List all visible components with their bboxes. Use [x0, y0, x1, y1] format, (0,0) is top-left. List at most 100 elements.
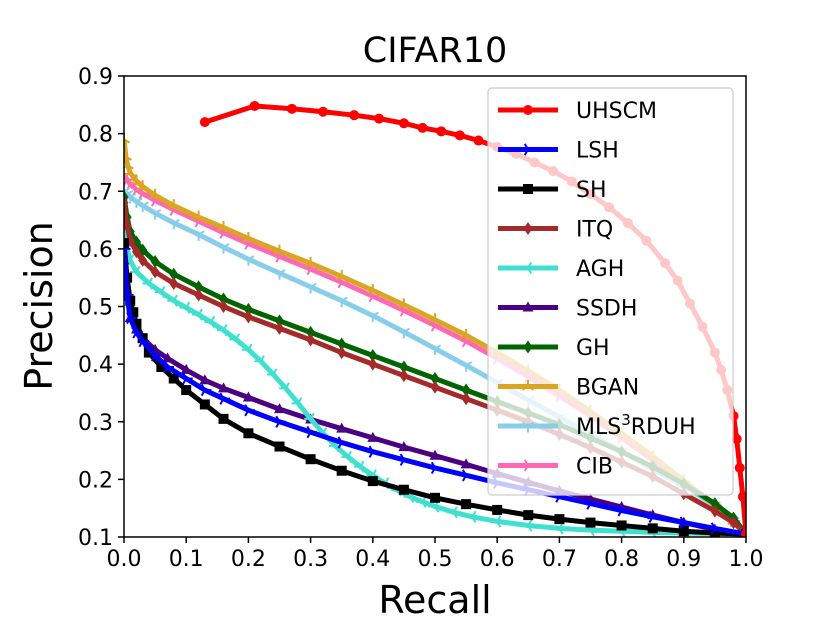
- data-point-sh: [492, 504, 503, 515]
- data-point-mls3rduh: [428, 344, 442, 356]
- data-point-bgan: [304, 256, 317, 268]
- data-point-ssdh: [162, 352, 174, 363]
- data-point-uhscm: [436, 126, 447, 137]
- data-point-mls3rduh: [335, 296, 348, 308]
- legend-label-cib: CIB: [576, 455, 613, 480]
- data-point-uhscm: [349, 110, 360, 121]
- data-point-itq: [430, 380, 440, 394]
- data-point-agh: [154, 285, 166, 299]
- legend-marker-uhscm: [523, 105, 533, 115]
- data-point-bgan: [192, 210, 205, 222]
- data-point-lsh: [368, 445, 380, 458]
- data-point-agh: [279, 382, 290, 395]
- data-point-ssdh: [336, 422, 348, 433]
- legend-label-sh: SH: [576, 178, 607, 203]
- x-tick-label: 0.0: [107, 547, 142, 572]
- y-tick-label: 0.3: [78, 411, 113, 436]
- data-point-bgan: [124, 150, 132, 161]
- data-point-itq: [306, 333, 316, 347]
- data-point-sh: [181, 385, 192, 396]
- data-point-bgan: [366, 283, 379, 295]
- legend-label-agh: AGH: [576, 257, 624, 282]
- data-point-sh: [199, 399, 210, 410]
- y-tick-label: 0.9: [78, 65, 113, 90]
- legend-marker-bgan: [521, 380, 535, 391]
- data-point-gh: [430, 372, 440, 386]
- data-point-agh: [490, 515, 502, 528]
- data-point-agh: [129, 265, 141, 279]
- data-point-uhscm: [731, 434, 742, 445]
- data-point-lsh: [150, 349, 162, 362]
- data-point-mls3rduh: [366, 311, 379, 323]
- legend-item-bgan: BGAN: [498, 376, 639, 401]
- legend-marker-ssdh: [522, 301, 534, 312]
- chart-title: CIFAR10: [363, 31, 507, 71]
- legend-label-lsh: LSH: [576, 139, 619, 164]
- data-point-agh: [291, 397, 303, 410]
- data-point-uhscm: [286, 103, 297, 114]
- data-point-lsh: [219, 392, 231, 405]
- legend-label-itq: ITQ: [576, 218, 613, 243]
- x-tick-label: 0.5: [418, 547, 453, 572]
- data-point-bgan: [136, 180, 149, 191]
- data-point-mls3rduh: [148, 209, 162, 220]
- legend-label-uhscm: UHSCM: [576, 99, 657, 124]
- data-point-lsh: [182, 372, 193, 385]
- data-point-lsh: [337, 436, 349, 449]
- legend-marker-gh: [523, 340, 533, 354]
- data-point-itq: [710, 504, 720, 518]
- legend-marker-mls3rduh: [521, 421, 535, 433]
- data-point-itq: [337, 346, 347, 360]
- legend-marker-itq: [523, 222, 533, 235]
- data-point-gh: [710, 497, 720, 511]
- x-tick-label: 0.1: [169, 547, 204, 572]
- data-point-itq: [169, 276, 179, 290]
- data-point-itq: [124, 219, 132, 233]
- data-point-itq: [131, 245, 141, 259]
- data-point-sh: [367, 476, 378, 487]
- data-point-mls3rduh: [397, 327, 411, 339]
- y-tick-label: 0.5: [78, 296, 113, 321]
- data-point-gh: [399, 360, 409, 374]
- data-point-mls3rduh: [136, 201, 149, 213]
- data-point-gh: [194, 280, 204, 294]
- data-point-gh: [243, 302, 253, 316]
- x-axis-label: Recall: [378, 578, 491, 622]
- data-point-lsh: [126, 311, 137, 325]
- data-point-sh: [305, 454, 316, 465]
- data-point-uhscm: [199, 117, 210, 128]
- data-point-itq: [219, 300, 229, 313]
- data-point-mls3rduh: [459, 361, 473, 372]
- data-point-uhscm: [737, 491, 746, 502]
- data-point-sh: [554, 514, 565, 525]
- x-axis: 0.0 0.1 0.2 0.3 0.4 0.5 0.6 0.7 0.8 0.9 1.0: [107, 537, 764, 572]
- data-point-agh: [353, 460, 365, 473]
- y-tick-label: 0.7: [78, 180, 113, 205]
- data-point-bgan: [459, 328, 473, 340]
- legend-label-bgan: BGAN: [576, 376, 639, 401]
- data-point-sh: [131, 318, 142, 329]
- data-point-ssdh: [429, 449, 441, 460]
- data-point-lsh: [132, 326, 143, 339]
- data-point-mls3rduh: [242, 255, 255, 266]
- x-tick-label: 0.7: [542, 547, 577, 572]
- data-point-gh: [306, 325, 316, 339]
- data-point-sh: [585, 517, 596, 528]
- data-point-lsh: [648, 510, 660, 523]
- legend-item-agh: AGH: [498, 257, 624, 282]
- data-point-lsh: [617, 504, 629, 517]
- data-point-lsh: [586, 497, 597, 510]
- data-point-bgan: [242, 232, 255, 243]
- data-point-itq: [138, 253, 148, 267]
- data-point-gh: [337, 337, 347, 351]
- data-point-sh: [678, 526, 689, 537]
- data-point-ssdh: [199, 374, 211, 385]
- data-point-sh: [461, 499, 472, 510]
- legend-marker-cib: [523, 459, 535, 472]
- y-tick-label: 0.4: [78, 353, 113, 378]
- data-point-mls3rduh: [273, 268, 286, 280]
- y-tick-label: 0.2: [78, 468, 113, 493]
- y-tick-label: 0.6: [78, 238, 113, 263]
- data-point-gh: [275, 314, 284, 328]
- data-point-agh: [179, 301, 191, 314]
